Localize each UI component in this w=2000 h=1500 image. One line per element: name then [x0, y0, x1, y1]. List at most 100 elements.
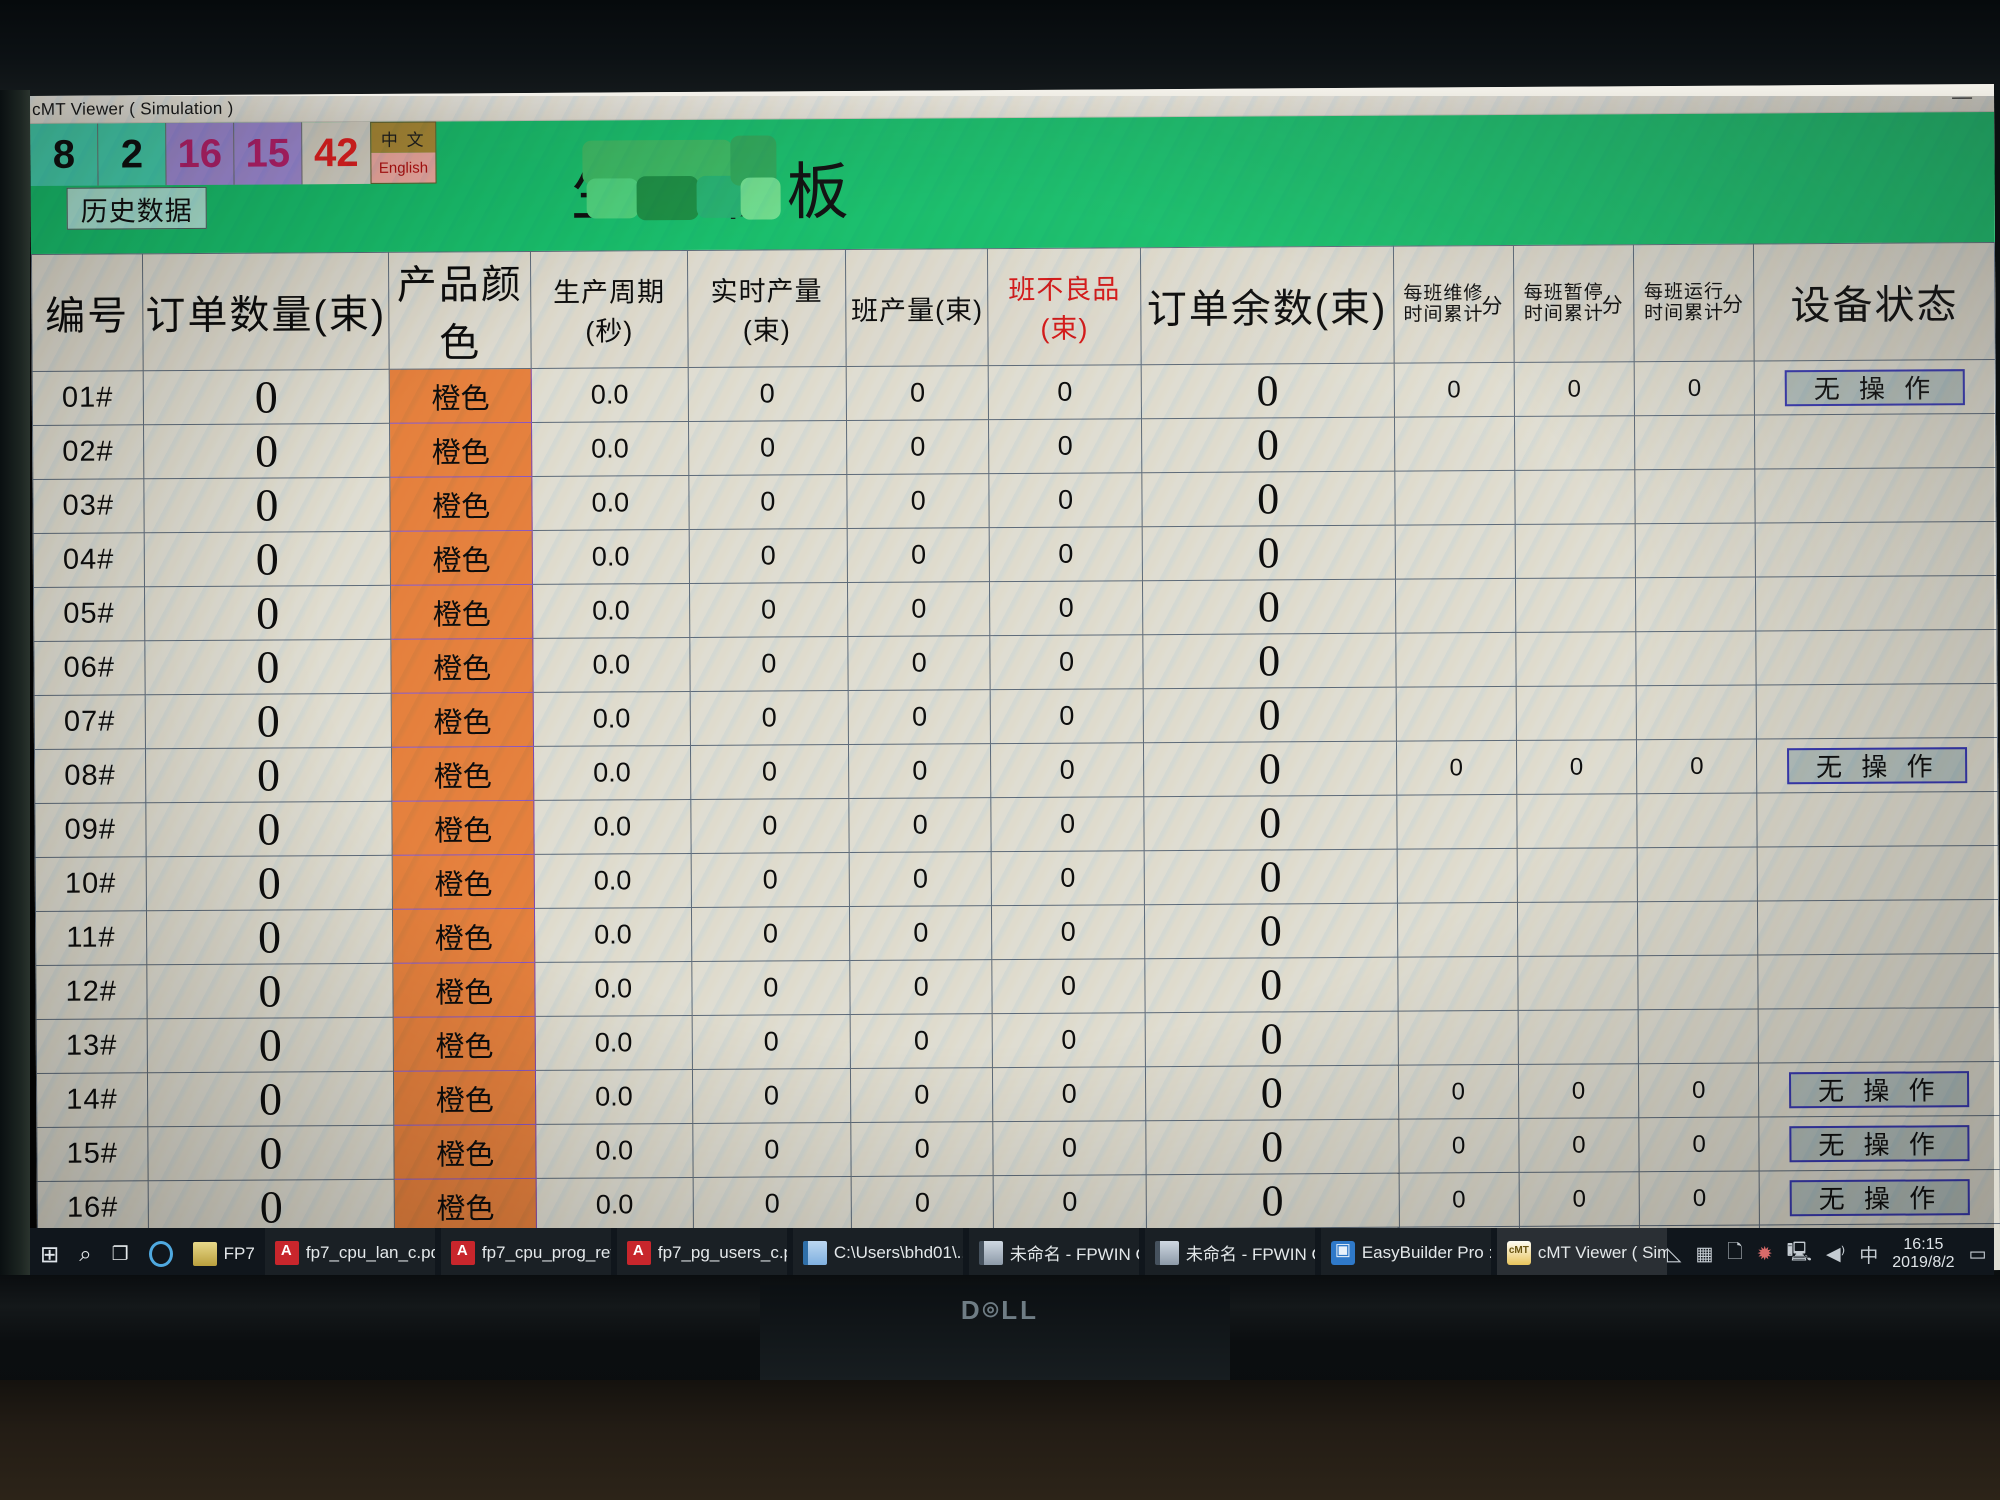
row-run-time: 0 — [1636, 738, 1758, 794]
row-run-time — [1637, 846, 1758, 902]
row-order-qty: 0 — [147, 1071, 395, 1127]
taskbar-task[interactable]: 未命名 - FPWIN G... — [1144, 1228, 1315, 1280]
row-repair-time: 0 — [1397, 1064, 1519, 1120]
taskbar-task-label: 未命名 - FPWIN G... — [1009, 1245, 1139, 1264]
row-repair-time — [1394, 470, 1515, 526]
row-shift-out: 0 — [847, 527, 990, 583]
row-defects: 0 — [991, 904, 1145, 960]
row-realtime: 0 — [689, 690, 849, 746]
task-view-icon[interactable]: ❐ — [111, 1243, 129, 1265]
row-repair-time — [1397, 956, 1518, 1012]
row-realtime: 0 — [689, 744, 850, 800]
row-run-time — [1636, 684, 1757, 740]
network-icon[interactable]: 🖳 — [1786, 1242, 1812, 1263]
row-shift-out: 0 — [848, 635, 991, 691]
row-cycle: 0.0 — [531, 475, 689, 531]
taskbar-task[interactable]: fp7_cpu_lan_c.pdf... — [264, 1228, 435, 1280]
minimize-button[interactable]: — — [1951, 86, 1973, 109]
row-defects: 0 — [988, 364, 1142, 420]
row-id: 02# — [32, 424, 144, 480]
onedrive-icon[interactable]: ◺ — [1666, 1243, 1682, 1265]
row-remaining: 0 — [1146, 1173, 1399, 1229]
taskbar-task[interactable]: C:\Users\bhd01\... — [792, 1228, 963, 1280]
row-status: 无 操 作 — [1758, 1061, 2000, 1117]
taskbar-task[interactable]: EasyBuilder Pro :... — [1320, 1228, 1491, 1280]
row-remaining: 0 — [1143, 741, 1397, 797]
ime-icon[interactable]: 中 — [1859, 1245, 1879, 1267]
col-header-remaining: 订单余数(束) — [1140, 246, 1394, 365]
taskbar-task[interactable]: cMT Viewer ( Sim... — [1496, 1228, 1667, 1280]
row-order-qty: 0 — [144, 639, 392, 695]
row-run-time — [1636, 792, 1758, 848]
system-tray: ◺ ▦ 🗋 ✹ 🖳 ◀⁾ 中 16:15 2019/8/2 ▭ — [1667, 1236, 2000, 1273]
row-shift-out: 0 — [848, 689, 991, 745]
battery-icon[interactable]: 🗋 — [1727, 1242, 1743, 1263]
status-badge: 无 操 作 — [1789, 1178, 1971, 1216]
internet-explorer-icon[interactable] — [139, 1228, 183, 1280]
redaction-blob — [586, 178, 639, 219]
redaction-blob — [636, 175, 699, 221]
row-pause-time — [1515, 631, 1637, 687]
row-cycle: 0.0 — [534, 907, 692, 963]
search-icon[interactable]: ⌕ — [79, 1241, 92, 1266]
row-order-qty: 0 — [143, 477, 391, 533]
row-pause-time — [1515, 577, 1636, 633]
col-header-status: 设备状态 — [1753, 242, 1996, 361]
pdf-icon — [274, 1240, 299, 1265]
production-table: 编号 订单数量(束) 产品颜色 生产周期(秒) 实时产量(束) 班产量(束) 班… — [30, 241, 2000, 1282]
row-id: 12# — [35, 964, 147, 1020]
row-pause-time — [1515, 685, 1637, 741]
row-pause-time: 0 — [1518, 1171, 1640, 1227]
security-icon[interactable]: ✹ — [1756, 1243, 1773, 1265]
row-defects: 0 — [991, 850, 1145, 906]
row-repair-time: 0 — [1398, 1118, 1519, 1174]
row-id: 08# — [34, 748, 146, 804]
row-realtime: 0 — [690, 852, 850, 908]
row-pause-time — [1517, 901, 1638, 957]
row-repair-time — [1396, 848, 1518, 904]
row-shift-out: 0 — [850, 1067, 993, 1123]
row-order-qty: 0 — [143, 423, 391, 479]
row-repair-time — [1397, 1010, 1519, 1066]
language-english-label[interactable]: English — [371, 152, 436, 183]
taskbar-task[interactable]: 未命名 - FPWIN G... — [968, 1228, 1139, 1280]
row-color: 橙色 — [389, 422, 532, 478]
history-data-button[interactable]: 历史数据 — [66, 186, 207, 230]
row-order-qty: 0 — [145, 855, 393, 911]
row-shift-out: 0 — [847, 473, 990, 529]
notifications-icon[interactable]: ▭ — [1968, 1243, 1987, 1265]
pause-time-text: 每班暂停 时间累计 — [1523, 282, 1604, 325]
row-remaining: 0 — [1143, 687, 1396, 743]
fp7-shortcut[interactable]: FP7 — [183, 1228, 265, 1280]
row-id: 14# — [36, 1072, 148, 1128]
start-button[interactable]: ⊞ — [40, 1240, 60, 1267]
row-cycle: 0.0 — [532, 583, 690, 639]
language-chinese-label[interactable]: 中 文 — [371, 122, 436, 153]
row-cycle: 0.0 — [535, 1069, 693, 1125]
row-status: 无 操 作 — [1759, 1115, 2000, 1171]
row-cycle: 0.0 — [533, 691, 690, 747]
language-toggle-button[interactable]: 中 文 English — [370, 121, 437, 184]
volume-icon[interactable]: ◀⁾ — [1825, 1243, 1846, 1265]
row-realtime: 0 — [687, 366, 847, 422]
col-header-id: 编号 — [31, 253, 143, 372]
usb-safely-icon[interactable]: ▦ — [1695, 1243, 1714, 1265]
row-status — [1758, 1007, 2000, 1063]
row-pause-time — [1514, 469, 1636, 525]
row-status — [1755, 467, 1997, 523]
col-header-shift-out: 班产量(束) — [845, 248, 989, 367]
window-title: cMT Viewer ( Simulation ) — [32, 98, 234, 119]
redaction-blob — [740, 177, 781, 220]
row-shift-out: 0 — [848, 743, 991, 799]
row-id: 15# — [36, 1126, 148, 1182]
taskbar-task[interactable]: fp7_pg_users_c.p... — [616, 1228, 787, 1280]
row-defects: 0 — [991, 958, 1146, 1014]
taskbar-task[interactable]: fp7_cpu_prog_rev... — [440, 1228, 611, 1280]
row-realtime: 0 — [691, 1068, 852, 1124]
row-shift-out: 0 — [846, 365, 989, 421]
row-shift-out: 0 — [849, 905, 992, 961]
row-repair-time — [1394, 416, 1515, 472]
clock[interactable]: 16:15 2019/8/2 — [1892, 1236, 1954, 1273]
row-id: 05# — [33, 586, 145, 642]
row-realtime: 0 — [691, 1014, 851, 1070]
